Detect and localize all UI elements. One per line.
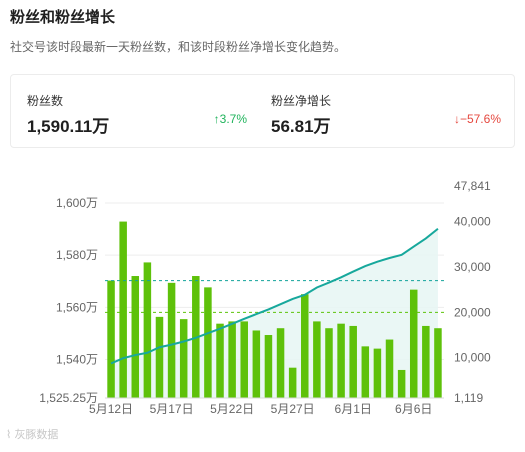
net-growth-bar xyxy=(155,316,164,398)
net-growth-bar xyxy=(131,276,140,398)
stat-change-down: ↓−57.6% xyxy=(453,112,501,126)
arrow-down-icon: ↓ xyxy=(453,112,460,126)
stat-label: 粉丝净增长 xyxy=(271,94,332,108)
left-axis-tick-label: 1,600万 xyxy=(56,196,98,210)
net-growth-bar xyxy=(216,323,224,398)
stat-label: 粉丝数 xyxy=(27,94,64,108)
net-growth-bar xyxy=(264,335,273,398)
net-growth-bar xyxy=(385,339,394,398)
net-growth-bar xyxy=(325,328,333,398)
net-growth-bar xyxy=(409,289,418,398)
watermark-logo-icon: ⌇ xyxy=(6,429,12,441)
net-growth-bar xyxy=(337,323,345,398)
right-axis-tick-label: 10,000 xyxy=(454,351,491,365)
stat-value: 56.81万 xyxy=(271,117,331,136)
net-growth-bar xyxy=(373,348,382,398)
net-growth-bar xyxy=(119,221,127,398)
left-axis-tick-label: 1,525.25万 xyxy=(39,391,98,405)
x-axis-tick-label: 5月17日 xyxy=(150,402,194,416)
page-subtitle: 社交号该时段最新一天粉丝数，和该时段粉丝净增长变化趋势。 xyxy=(10,40,347,54)
net-growth-bar xyxy=(434,328,442,398)
net-growth-bar xyxy=(179,319,188,398)
watermark: ⌇ 灰豚数据 xyxy=(6,429,59,441)
fans-line xyxy=(110,227,439,365)
page-title: 粉丝和粉丝增长 xyxy=(10,9,116,26)
x-axis-tick-label: 5月12日 xyxy=(89,402,133,416)
net-growth-bar xyxy=(422,325,430,398)
right-axis-tick-label: 1,119 xyxy=(454,391,483,405)
net-growth-bar xyxy=(288,367,297,398)
left-axis-tick-label: 1,540万 xyxy=(56,353,98,367)
net-growth-bar xyxy=(301,294,309,398)
net-growth-bar xyxy=(313,321,321,398)
right-axis-tick-label: 20,000 xyxy=(454,305,491,319)
x-axis-tick-label: 6月6日 xyxy=(395,402,432,416)
x-axis-tick-label: 5月27日 xyxy=(271,402,315,416)
net-growth-bar xyxy=(167,282,176,398)
stat-card-fans[interactable]: 粉丝数 1,590.11万 ↑3.7% xyxy=(27,75,247,147)
arrow-up-icon: ↑ xyxy=(213,112,220,126)
stat-change-up: ↑3.7% xyxy=(213,112,247,126)
fans-chart-svg: 1,600万 1,580万 1,560万 1,540万 1,525.25万 47,841 4… xyxy=(39,179,491,416)
left-axis-tick-label: 1,580万 xyxy=(56,248,98,262)
right-axis-tick-label: 47,841 xyxy=(454,179,491,193)
stats-panel: 粉丝数 1,590.11万 ↑3.7% 粉丝净增长 56.81万 ↓−57.6% xyxy=(10,74,515,148)
fans-chart: 1,600万 1,580万 1,560万 1,540万 1,525.25万 47,841 4… xyxy=(0,160,525,447)
net-growth-bar xyxy=(228,321,236,398)
net-growth-bar xyxy=(204,287,212,398)
x-axis-tick-label: 6月1日 xyxy=(335,402,372,416)
net-growth-bar xyxy=(349,325,357,398)
right-axis-tick-label: 40,000 xyxy=(454,215,491,229)
left-axis-tick-label: 1,560万 xyxy=(56,300,98,314)
stat-card-net-growth[interactable]: 粉丝净增长 56.81万 ↓−57.6% xyxy=(271,75,501,147)
net-growth-bar xyxy=(107,280,115,398)
stat-value: 1,590.11万 xyxy=(27,117,110,136)
x-axis-tick-label: 5月22日 xyxy=(210,402,254,416)
net-growth-bar xyxy=(143,262,152,398)
net-growth-bar xyxy=(397,369,406,398)
right-axis-tick-label: 30,000 xyxy=(454,260,491,274)
net-growth-bar xyxy=(361,346,370,398)
net-growth-bar xyxy=(240,321,248,398)
net-growth-bar xyxy=(276,328,285,398)
net-growth-bar xyxy=(252,330,261,398)
